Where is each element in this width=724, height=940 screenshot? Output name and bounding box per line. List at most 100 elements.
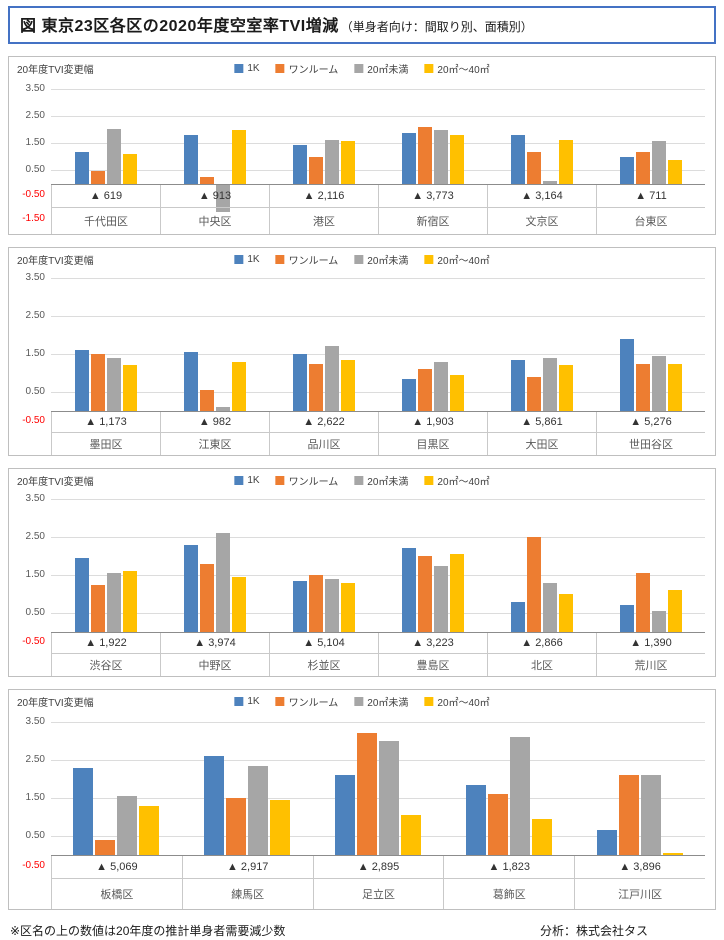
- bar: [487, 794, 508, 855]
- legend-label: ワンルーム: [288, 476, 339, 488]
- legend-swatch-icon: [234, 696, 244, 706]
- legend-item: 20㎡未満: [354, 694, 408, 709]
- ward-name: 練馬区: [183, 879, 314, 909]
- legend: 1K ワンルーム 20㎡未満 20㎡～40㎡: [226, 694, 497, 709]
- legend-swatch-icon: [354, 696, 364, 706]
- demand-value: ▲ 1,390: [630, 637, 672, 649]
- bar: [667, 590, 682, 632]
- ward-name: 中野区: [161, 654, 270, 676]
- bar: [248, 765, 269, 855]
- demand-value: ▲ 1,922: [51, 633, 161, 653]
- bar: [106, 128, 121, 184]
- demand-value: ▲ 913: [161, 185, 270, 207]
- ward-name: 北区: [488, 654, 597, 676]
- bar: [106, 573, 121, 632]
- legend-label: ワンルーム: [288, 255, 339, 267]
- bar: [542, 357, 557, 411]
- y-axis-title: 20年度TVI変更幅: [17, 255, 94, 267]
- ward-name: 墨田区: [51, 433, 161, 455]
- bar: [106, 357, 121, 411]
- demand-value: ▲ 5,104: [270, 633, 379, 653]
- legend-swatch-icon: [275, 254, 285, 264]
- bar: [199, 563, 214, 632]
- bar: [558, 594, 573, 632]
- bar: [270, 799, 291, 855]
- demand-value: ▲ 2,622: [270, 412, 379, 432]
- bar: [231, 576, 246, 632]
- bar: [324, 346, 339, 411]
- bar: [340, 140, 355, 184]
- bar: [379, 741, 399, 855]
- bar: [73, 767, 94, 855]
- gridline: [51, 392, 705, 393]
- legend-label: 20㎡未満: [367, 697, 409, 709]
- gridline: [51, 89, 705, 90]
- bar: [292, 354, 307, 411]
- y-axis-title: 20年度TVI変更幅: [17, 476, 94, 488]
- y-tick-label: 1.50: [25, 137, 45, 148]
- bar: [635, 151, 650, 184]
- ward-name: 台東区: [634, 216, 668, 228]
- y-tick-label: 2.50: [25, 310, 45, 321]
- bar: [417, 369, 432, 411]
- bar: [401, 815, 421, 855]
- page-footer: ※区名の上の数値は20年度の推計単身者需要減少数 分析：株式会社タス: [8, 922, 716, 939]
- y-tick-label: -0.50: [22, 189, 45, 200]
- ward-name: 江戸川区: [618, 889, 663, 901]
- bar: [526, 151, 541, 184]
- legend-label: 20㎡～40㎡: [437, 64, 490, 76]
- chart-panel-4: 20年度TVI変更幅 1K ワンルーム 20㎡未満 20㎡～40㎡ ▲ 5,069 ▲ 2,…: [8, 689, 716, 910]
- figure-title-sub: （単身者向け：間取り別、面積別）: [340, 20, 533, 34]
- ward-row: 渋谷区 中野区 杉並区 豊島区 北区 荒川区: [51, 654, 705, 676]
- legend-swatch-icon: [424, 475, 434, 485]
- legend-item: 1K: [234, 63, 260, 74]
- y-tick-label: 1.50: [25, 792, 45, 803]
- ward-row: 板橋区 練馬区 足立区 葛飾区 江戸川区: [51, 879, 705, 909]
- bar: [417, 127, 432, 184]
- bar: [465, 784, 486, 855]
- bar: [74, 350, 89, 411]
- bar: [558, 139, 573, 184]
- legend-swatch-icon: [354, 254, 364, 264]
- bar: [122, 154, 137, 184]
- bar: [215, 533, 230, 632]
- ward-name: 千代田区: [51, 208, 161, 234]
- y-tick-label: 2.50: [25, 754, 45, 765]
- y-tick-label: 0.50: [25, 607, 45, 618]
- ward-name: 杉並区: [270, 654, 379, 676]
- bar: [308, 363, 323, 411]
- legend-swatch-icon: [354, 475, 364, 485]
- bar: [401, 132, 416, 184]
- demand-row: ▲ 1,173 ▲ 982 ▲ 2,622 ▲ 1,903 ▲ 5,861 ▲ 5,276: [51, 412, 705, 433]
- legend-item: 1K: [234, 475, 260, 486]
- plot-wrap: ▲ 619 ▲ 913 ▲ 2,116 ▲ 3,773 ▲ 3,164 ▲ 711 千代田区…: [22, 79, 705, 234]
- demand-value: ▲ 3,896: [619, 861, 661, 873]
- bar: [199, 390, 214, 411]
- plot-area: [51, 270, 705, 411]
- bar: [619, 338, 634, 411]
- ward-name: 大田区: [488, 433, 597, 455]
- y-tick-label: 2.50: [25, 110, 45, 121]
- category-label-area: ▲ 619 ▲ 913 ▲ 2,116 ▲ 3,773 ▲ 3,164 ▲ 711 千代田区…: [51, 184, 705, 234]
- legend-item: 20㎡～40㎡: [424, 61, 490, 76]
- bar: [215, 407, 230, 411]
- y-tick-label: 3.50: [25, 272, 45, 283]
- y-tick-label: 3.50: [25, 716, 45, 727]
- demand-value: ▲ 982: [161, 412, 270, 432]
- ward-name: 目黒区: [379, 433, 488, 455]
- legend-swatch-icon: [234, 254, 244, 264]
- bar: [183, 135, 198, 184]
- y-tick-label: 3.50: [25, 493, 45, 504]
- legend-item: ワンルーム: [275, 694, 338, 709]
- bar: [226, 798, 247, 855]
- demand-row: ▲ 619 ▲ 913 ▲ 2,116 ▲ 3,773 ▲ 3,164 ▲ 711: [51, 185, 705, 208]
- bar: [292, 580, 307, 632]
- gridline: [51, 722, 705, 723]
- legend-item: 20㎡～40㎡: [424, 252, 490, 267]
- legend-swatch-icon: [424, 696, 434, 706]
- bar: [401, 378, 416, 411]
- bar: [449, 554, 464, 632]
- bar: [417, 556, 432, 632]
- bar: [619, 605, 634, 632]
- legend-label: 1K: [247, 253, 260, 265]
